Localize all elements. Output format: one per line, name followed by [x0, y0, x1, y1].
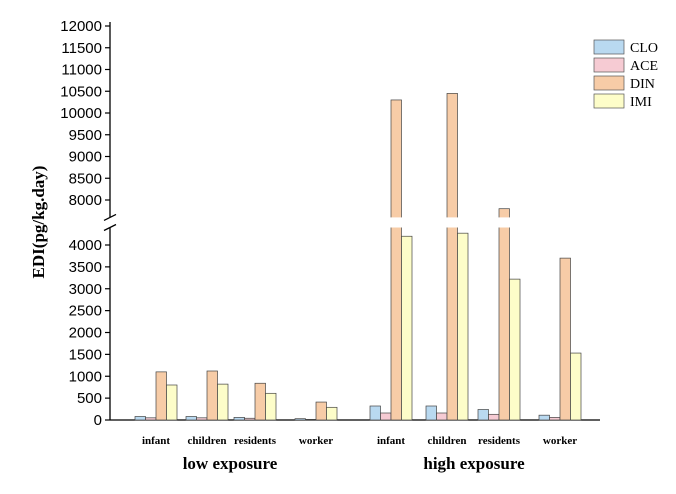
legend-swatch-din	[593, 75, 625, 91]
bar-ace	[549, 417, 561, 421]
bars	[134, 93, 582, 421]
legend-label: ACE	[630, 59, 658, 74]
axis-break-mark	[103, 213, 117, 221]
category-label: worker	[543, 435, 577, 447]
y-tick-label: 12000	[60, 18, 102, 35]
category-label: worker	[299, 435, 333, 447]
bar-ace	[145, 417, 157, 421]
category-label: infant	[142, 435, 170, 447]
bar-clo	[369, 405, 381, 421]
y-axis-label: EDI(pg/kg.day)	[29, 166, 48, 279]
y-tick-label: 11500	[61, 40, 102, 57]
group-label: low exposure	[183, 454, 278, 473]
group-label: high exposure	[423, 454, 525, 473]
category-label: children	[428, 435, 467, 447]
legend-swatch-clo	[593, 39, 625, 55]
bar-imi	[265, 392, 277, 421]
bar-din	[254, 382, 266, 421]
y-tick-label: 3000	[69, 281, 102, 298]
legend-label: DIN	[630, 77, 655, 92]
bar-ace	[436, 412, 448, 421]
bar-imi	[401, 235, 413, 421]
bar-imi	[509, 278, 521, 421]
category-label: residents	[478, 435, 521, 447]
bar-ace	[488, 413, 500, 421]
bar-ace	[305, 418, 317, 421]
y-tick-label: 500	[77, 390, 102, 407]
bar-din	[155, 371, 167, 421]
legend-label: CLO	[630, 41, 658, 56]
y-tick-label: 8000	[69, 192, 102, 209]
bar-clo	[425, 405, 437, 421]
y-tick-label: 1500	[69, 346, 102, 363]
category-labels: infant children residents worker low exposur…	[142, 435, 577, 473]
bar-imi	[217, 383, 229, 421]
bar-break-gap	[446, 217, 459, 228]
category-label: infant	[377, 435, 405, 447]
y-tick-label: 11000	[61, 62, 102, 79]
legend-swatch-imi	[593, 93, 625, 109]
category-label: children	[188, 435, 227, 447]
bar-imi	[326, 406, 338, 421]
bar-clo	[134, 416, 146, 421]
y-tick-label: 9500	[69, 127, 102, 144]
legend-label: IMI	[630, 95, 652, 110]
bar-clo	[233, 417, 245, 421]
y-tick-label: 0	[94, 412, 102, 429]
bar-din	[315, 401, 327, 421]
bar-ace	[196, 417, 208, 421]
bar-clo	[185, 416, 197, 421]
bar-imi	[570, 352, 582, 421]
y-tick-label: 9000	[69, 149, 102, 166]
y-tick-label: 4000	[69, 237, 102, 254]
y-tick-label: 10000	[60, 105, 102, 122]
bar-din	[390, 99, 402, 421]
y-tick-label: 3500	[69, 259, 102, 276]
bar-din	[498, 208, 510, 421]
bar-din	[206, 370, 218, 421]
y-tick-label: 1000	[69, 368, 102, 385]
y-ticks: 0 500 1000 1500 2000 2500 3000 3500 4000 8000 8500…	[60, 18, 110, 429]
bar-imi	[457, 232, 469, 421]
bar-break-gap	[390, 217, 403, 228]
category-label: residents	[234, 435, 277, 447]
bar-din	[559, 257, 571, 421]
bar-clo	[538, 414, 550, 421]
y-tick-label: 10500	[60, 83, 102, 100]
bar-clo	[294, 418, 306, 421]
axes	[103, 22, 600, 421]
bar-ace	[244, 417, 256, 421]
bar-clo	[477, 409, 489, 421]
bar-din	[446, 93, 458, 421]
bar-imi	[166, 384, 178, 421]
legend-swatch-ace	[593, 57, 625, 73]
y-tick-label: 2000	[69, 325, 102, 342]
bar-break-gap	[498, 217, 511, 228]
bar-ace	[380, 412, 392, 421]
y-tick-label: 8500	[69, 170, 102, 187]
legend: CLO ACE DIN IMI	[593, 39, 658, 110]
axis-break-mark	[103, 223, 117, 232]
y-tick-label: 2500	[69, 303, 102, 320]
